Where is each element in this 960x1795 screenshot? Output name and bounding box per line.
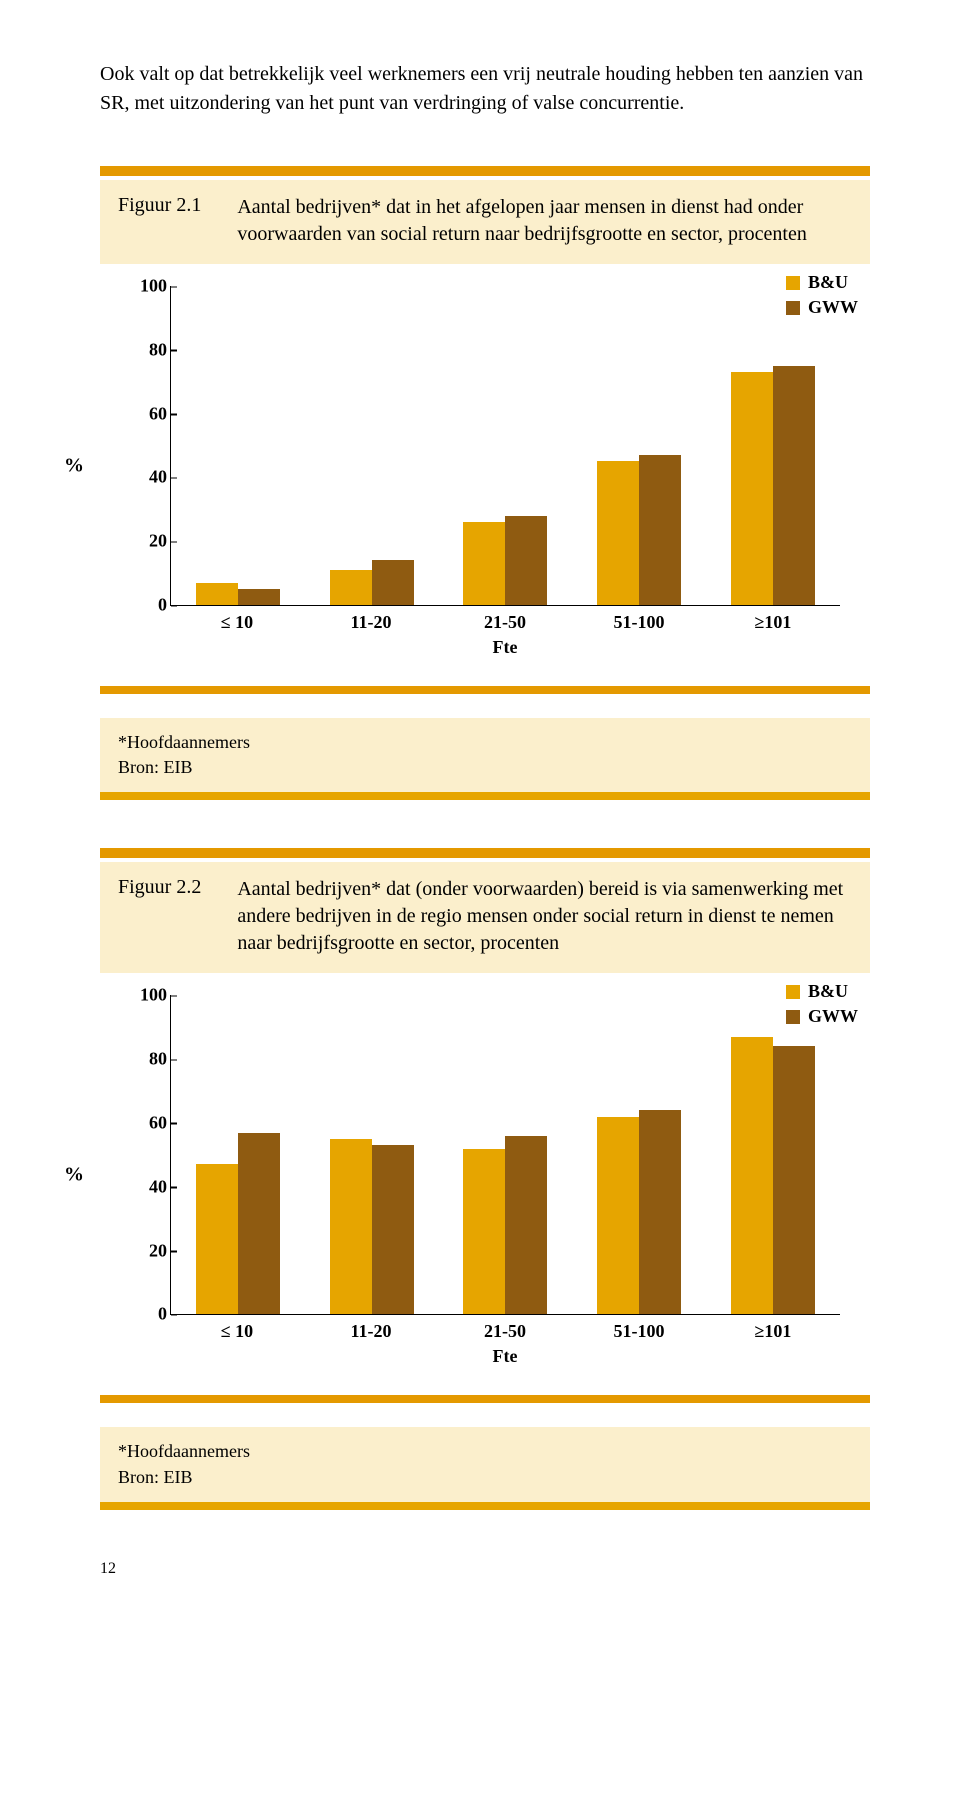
y-ticks: 020406080100 — [121, 286, 167, 605]
bar — [773, 1046, 815, 1314]
bar-groups — [171, 995, 840, 1314]
bar — [639, 455, 681, 605]
chart-plot-area: 020406080100 — [170, 286, 840, 606]
bar — [597, 1117, 639, 1315]
bar — [238, 1133, 280, 1315]
bar — [463, 1149, 505, 1315]
y-tick-label: 0 — [121, 1304, 167, 1325]
bar — [773, 366, 815, 605]
x-tick-label: ≥101 — [706, 1321, 840, 1342]
figure-1: Figuur 2.1 Aantal bedrijven* dat in het … — [100, 166, 870, 800]
x-ticks: ≤ 1011-2021-5051-100≥101 — [170, 612, 840, 633]
x-tick-label: 11-20 — [304, 1321, 438, 1342]
bar — [196, 583, 238, 605]
bar — [372, 560, 414, 605]
y-tick-label: 40 — [121, 467, 167, 488]
x-tick-label: 21-50 — [438, 1321, 572, 1342]
y-tick-label: 100 — [121, 276, 167, 297]
bar — [731, 372, 773, 605]
note-top-rule — [100, 1395, 870, 1403]
x-tick-label: ≤ 10 — [170, 1321, 304, 1342]
bar — [330, 570, 372, 605]
x-tick-label: 51-100 — [572, 612, 706, 633]
note-bottom-rule — [100, 1502, 870, 1510]
x-tick-label: ≥101 — [706, 612, 840, 633]
bar-group — [439, 995, 573, 1314]
footnote-line: *Hoofdaannemers — [118, 1439, 852, 1464]
figure-label: Figuur 2.2 — [118, 876, 201, 899]
figure-footnote: *Hoofdaannemers Bron: EIB — [100, 718, 870, 792]
y-tick-label: 100 — [121, 985, 167, 1006]
x-tick-label: 11-20 — [304, 612, 438, 633]
bar — [330, 1139, 372, 1314]
bar-group — [706, 995, 840, 1314]
page-number: 12 — [100, 1560, 870, 1578]
bar-group — [572, 995, 706, 1314]
bar-group — [572, 286, 706, 605]
footnote-source: Bron: EIB — [118, 1465, 852, 1490]
x-ticks: ≤ 1011-2021-5051-100≥101 — [170, 1321, 840, 1342]
x-tick-label: 21-50 — [438, 612, 572, 633]
chart-1: B&U GWW % 020406080100 ≤ 1011-2021-5051-… — [100, 264, 870, 668]
bar-groups — [171, 286, 840, 605]
figure-label: Figuur 2.1 — [118, 194, 201, 217]
y-tick-label: 20 — [121, 1240, 167, 1261]
bar-group — [305, 286, 439, 605]
footnote-line: *Hoofdaannemers — [118, 730, 852, 755]
figure-title: Aantal bedrijven* dat (onder voorwaarden… — [237, 876, 852, 957]
bar — [505, 1136, 547, 1315]
intro-paragraph: Ook valt op dat betrekkelijk veel werkne… — [100, 60, 870, 118]
bar — [196, 1164, 238, 1314]
x-tick-label: ≤ 10 — [170, 612, 304, 633]
x-axis-title: Fte — [170, 637, 840, 658]
figure-header: Figuur 2.2 Aantal bedrijven* dat (onder … — [100, 862, 870, 973]
y-ticks: 020406080100 — [121, 995, 167, 1314]
figure-footnote: *Hoofdaannemers Bron: EIB — [100, 1427, 870, 1501]
bar — [372, 1145, 414, 1314]
y-tick-label: 20 — [121, 531, 167, 552]
y-tick-label: 80 — [121, 1049, 167, 1070]
bar — [238, 589, 280, 605]
x-axis-title: Fte — [170, 1346, 840, 1367]
y-tick-label: 80 — [121, 339, 167, 360]
bar-group — [171, 995, 305, 1314]
figure-top-rule — [100, 848, 870, 858]
bar — [597, 461, 639, 605]
footnote-source: Bron: EIB — [118, 755, 852, 780]
bar — [731, 1037, 773, 1315]
y-tick-label: 0 — [121, 595, 167, 616]
bar-group — [305, 995, 439, 1314]
bar-group — [706, 286, 840, 605]
chart-plot-area: 020406080100 — [170, 995, 840, 1315]
note-bottom-rule — [100, 792, 870, 800]
note-top-rule — [100, 686, 870, 694]
y-tick-label: 60 — [121, 403, 167, 424]
y-axis-label: % — [64, 1164, 84, 1187]
bar — [639, 1110, 681, 1314]
y-axis-label: % — [64, 455, 84, 478]
y-tick-label: 60 — [121, 1112, 167, 1133]
bar-group — [439, 286, 573, 605]
figure-top-rule — [100, 166, 870, 176]
figure-header: Figuur 2.1 Aantal bedrijven* dat in het … — [100, 180, 870, 264]
y-tick-label: 40 — [121, 1176, 167, 1197]
bar — [505, 516, 547, 605]
bar-group — [171, 286, 305, 605]
figure-2: Figuur 2.2 Aantal bedrijven* dat (onder … — [100, 848, 870, 1509]
chart-2: B&U GWW % 020406080100 ≤ 1011-2021-5051-… — [100, 973, 870, 1377]
figure-title: Aantal bedrijven* dat in het afgelopen j… — [237, 194, 852, 248]
x-tick-label: 51-100 — [572, 1321, 706, 1342]
bar — [463, 522, 505, 605]
